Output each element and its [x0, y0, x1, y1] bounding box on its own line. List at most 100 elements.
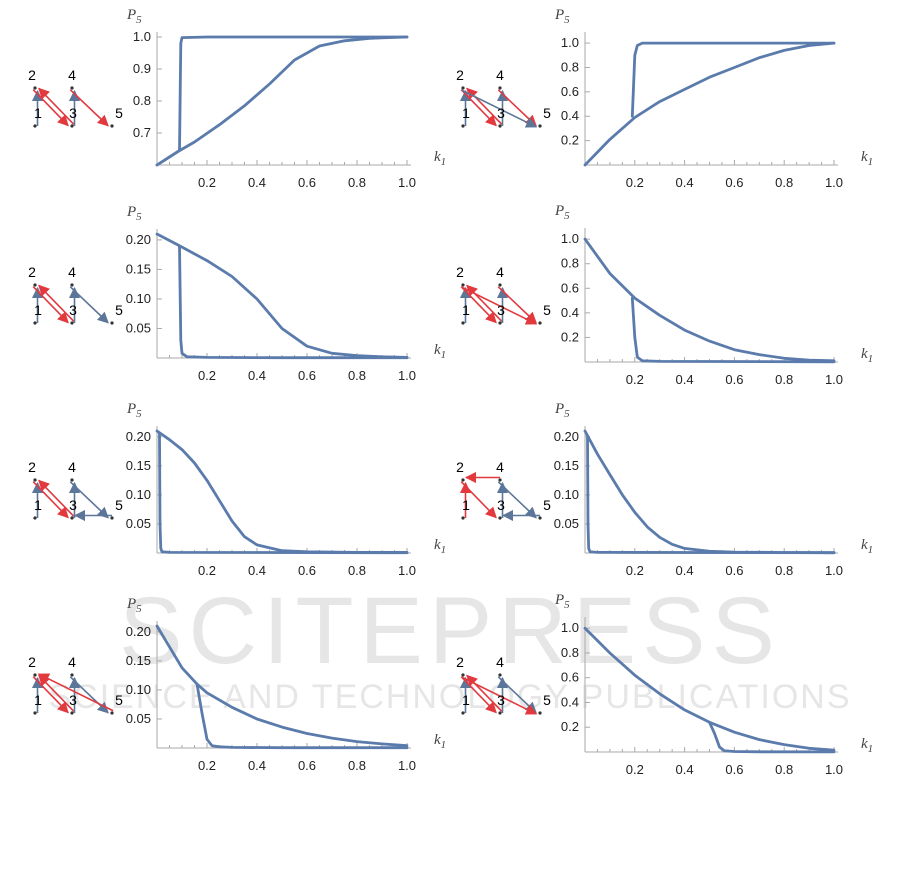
x-tick-label: 0.8 [348, 368, 366, 383]
graph-node [498, 478, 502, 482]
y-tick-label: 0.6 [561, 670, 579, 685]
graph-edge [37, 673, 114, 712]
x-axis-label: k1 [861, 346, 873, 365]
graph-edge [466, 87, 503, 125]
x-tick-label: 0.6 [298, 758, 316, 773]
graph-edge [461, 89, 538, 128]
y-tick-label: 0.20 [126, 232, 151, 247]
x-tick-label: 0.8 [775, 762, 793, 777]
graph-node [33, 86, 37, 90]
graph-edge [461, 286, 538, 325]
watermark-subtitle: SCIENCE AND TECHNOLOGY PUBLICATIONS [48, 678, 851, 716]
graph-node [110, 124, 114, 128]
network-graph: 1 2 3 4 5 [28, 459, 123, 522]
x-tick-label: 0.6 [298, 368, 316, 383]
graph-edge [466, 284, 503, 322]
graph-node-label: 4 [496, 264, 504, 280]
graph-node-label: 1 [462, 302, 470, 318]
series-line-2 [708, 720, 836, 754]
y-tick-label: 0.05 [126, 516, 151, 531]
x-axis-label: k1 [861, 537, 873, 556]
graph-node [33, 673, 37, 677]
y-tick-label: 0.2 [561, 719, 579, 734]
series-line-2 [630, 296, 836, 364]
series-line-2 [586, 435, 836, 555]
graph-node [33, 478, 37, 482]
x-tick-label: 1.0 [398, 368, 416, 383]
graph-node [461, 283, 465, 287]
x-tick-label: 0.2 [198, 175, 216, 190]
graph-node-label: 2 [28, 264, 36, 280]
network-graph: 1 2 3 4 5 [456, 67, 551, 128]
watermark: SCITEPRESS SCIENCE AND TECHNOLOGY PUBLIC… [48, 578, 851, 716]
x-tick-label: 0.8 [348, 175, 366, 190]
chart-panel-3: 0.2 0.4 0.6 0.8 1.0 0.05 0.10 0.15 0.20 P5 k1 1 2 3 4 5 [28, 204, 446, 383]
x-tick-label: 0.8 [775, 175, 793, 190]
watermark-title: SCITEPRESS [119, 578, 781, 684]
network-graph: 1 2 3 4 5 [28, 67, 123, 128]
x-tick-label: 1.0 [825, 762, 843, 777]
y-tick-label: 0.2 [561, 133, 579, 148]
x-tick-label: 1.0 [825, 175, 843, 190]
x-tick-label: 0.4 [676, 175, 694, 190]
y-tick-label: 0.20 [554, 429, 579, 444]
x-tick-label: 0.2 [626, 762, 644, 777]
graph-node [70, 321, 74, 325]
x-tick-label: 1.0 [398, 758, 416, 773]
graph-node [70, 478, 74, 482]
network-graph: 1 2 3 4 5 [28, 654, 123, 715]
x-tick-label: 0.4 [248, 368, 266, 383]
series-line-1 [155, 35, 409, 167]
x-tick-label: 0.4 [676, 563, 694, 578]
graph-node [33, 321, 37, 325]
y-tick-label: 1.0 [561, 35, 579, 50]
x-tick-label: 0.6 [725, 563, 743, 578]
x-tick-label: 1.0 [398, 563, 416, 578]
series-line-1 [155, 429, 409, 554]
graph-node [538, 711, 542, 715]
graph-node [461, 124, 465, 128]
graph-node-label: 2 [456, 654, 464, 670]
series-line-2 [195, 682, 409, 750]
series-line-1 [583, 237, 836, 363]
y-tick-label: 0.20 [126, 624, 151, 639]
y-tick-label: 0.15 [126, 261, 151, 276]
graph-node-label: 5 [543, 497, 551, 513]
graph-edge [461, 676, 538, 715]
graph-node [461, 321, 465, 325]
x-tick-label: 0.6 [725, 175, 743, 190]
y-tick-label: 0.05 [126, 711, 151, 726]
network-graph: 1 2 3 4 5 [456, 459, 551, 522]
x-tick-label: 0.8 [775, 372, 793, 387]
y-tick-label: 0.4 [561, 305, 579, 320]
graph-node-label: 1 [34, 497, 42, 513]
graph-node [33, 124, 37, 128]
x-tick-label: 0.6 [725, 372, 743, 387]
y-tick-label: 1.0 [561, 620, 579, 635]
graph-edge [466, 674, 503, 712]
graph-node-label: 1 [462, 692, 470, 708]
y-tick-label: 0.8 [561, 59, 579, 74]
graph-node [538, 516, 542, 520]
graph-edge [38, 87, 75, 125]
graph-edge [69, 481, 109, 519]
graph-node [461, 86, 465, 90]
graph-node-label: 3 [69, 497, 77, 513]
graph-node-label: 3 [69, 692, 77, 708]
graph-node-label: 5 [115, 302, 123, 318]
y-tick-label: 0.8 [133, 93, 151, 108]
graph-node [498, 711, 502, 715]
y-tick-label: 0.20 [126, 429, 151, 444]
chart-panel-4: 0.2 0.4 0.6 0.8 1.0 0.2 0.4 0.6 0.8 1.0 P5 k1 1 2 3 4 5 [456, 203, 873, 387]
graph-node [33, 711, 37, 715]
y-axis-label: P5 [554, 401, 570, 420]
graph-node-label: 4 [496, 459, 504, 475]
x-tick-label: 0.4 [248, 563, 266, 578]
graph-node [33, 516, 37, 520]
network-graph: 1 2 3 4 5 [456, 264, 551, 325]
graph-node-label: 5 [115, 105, 123, 121]
graph-node [498, 321, 502, 325]
y-tick-label: 0.6 [561, 84, 579, 99]
graph-node-label: 3 [497, 302, 505, 318]
